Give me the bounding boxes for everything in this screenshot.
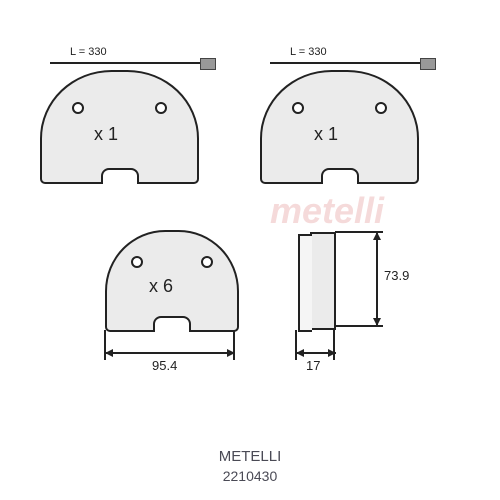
dim-line-width [105, 352, 235, 354]
brand-watermark: metelli [270, 190, 384, 232]
pad-pin [201, 256, 213, 268]
pad-pin [72, 102, 84, 114]
brand-caption: METELLI [0, 448, 500, 465]
brake-pad-bottom: x 6 [105, 230, 239, 332]
dim-tick [233, 330, 235, 360]
dim-tick [295, 330, 297, 360]
multiplier-label: x 6 [149, 276, 173, 297]
sensor-connector [420, 58, 436, 70]
part-number-caption: 2210430 [0, 468, 500, 484]
dim-line-height [376, 232, 378, 326]
pad-pin [155, 102, 167, 114]
brake-pad-top-right: x 1 [260, 70, 419, 184]
dim-width-value: 95.4 [152, 358, 177, 373]
pad-backing-plate [298, 234, 312, 332]
sensor-wire [50, 62, 200, 64]
pad-pin [131, 256, 143, 268]
sensor-wire [270, 62, 420, 64]
pad-notch [153, 316, 191, 332]
dim-thickness-value: 17 [306, 358, 320, 373]
multiplier-label: x 1 [94, 124, 118, 145]
pad-pin [375, 102, 387, 114]
diagram-container: x 1 L = 330 x 1 L = 330 x 6 95.4 17 73.9… [0, 0, 500, 500]
dim-tick [104, 330, 106, 360]
wire-length-label: L = 330 [290, 46, 327, 58]
pad-pin [292, 102, 304, 114]
multiplier-label: x 1 [314, 124, 338, 145]
brake-pad-top-left: x 1 [40, 70, 199, 184]
dim-tick [335, 325, 383, 327]
dim-tick [333, 330, 335, 360]
pad-notch [321, 168, 359, 184]
pad-notch [101, 168, 139, 184]
dim-tick [335, 231, 383, 233]
dim-height-value: 73.9 [384, 268, 409, 283]
brake-pad-side-view [310, 232, 336, 330]
dim-line-thickness [296, 352, 336, 354]
wire-length-label: L = 330 [70, 46, 107, 58]
sensor-connector [200, 58, 216, 70]
